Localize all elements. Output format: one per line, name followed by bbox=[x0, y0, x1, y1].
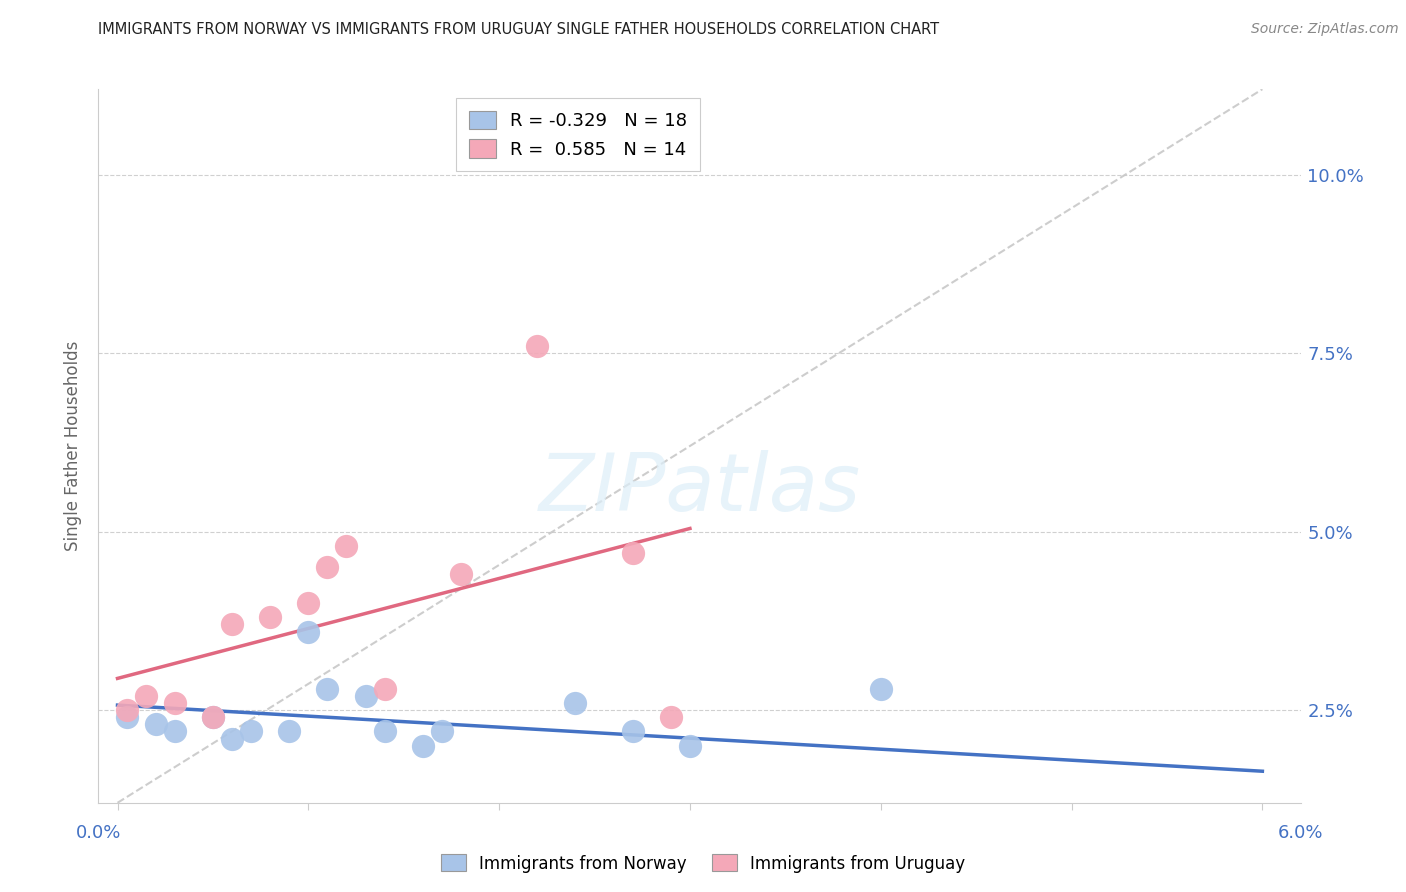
Point bbox=[450, 567, 472, 582]
Text: ZIPatlas: ZIPatlas bbox=[538, 450, 860, 528]
Point bbox=[145, 717, 167, 731]
Point bbox=[430, 724, 453, 739]
Y-axis label: Single Father Households: Single Father Households bbox=[65, 341, 83, 551]
Text: Source: ZipAtlas.com: Source: ZipAtlas.com bbox=[1251, 22, 1399, 37]
Point bbox=[297, 624, 319, 639]
Point bbox=[115, 703, 138, 717]
Point bbox=[526, 339, 548, 353]
Point bbox=[316, 560, 339, 574]
Point bbox=[201, 710, 224, 724]
Point bbox=[621, 546, 644, 560]
Point bbox=[354, 689, 377, 703]
Point bbox=[621, 724, 644, 739]
Text: 0.0%: 0.0% bbox=[76, 824, 121, 842]
Point bbox=[1118, 817, 1140, 831]
Point bbox=[335, 539, 357, 553]
Point bbox=[679, 739, 702, 753]
Point bbox=[278, 724, 301, 739]
Point bbox=[163, 696, 186, 710]
Point bbox=[221, 731, 243, 746]
Point bbox=[374, 724, 396, 739]
Point bbox=[240, 724, 263, 739]
Point bbox=[221, 617, 243, 632]
Point bbox=[259, 610, 281, 624]
Text: IMMIGRANTS FROM NORWAY VS IMMIGRANTS FROM URUGUAY SINGLE FATHER HOUSEHOLDS CORRE: IMMIGRANTS FROM NORWAY VS IMMIGRANTS FRO… bbox=[98, 22, 939, 37]
Point bbox=[412, 739, 434, 753]
Point bbox=[297, 596, 319, 610]
Point bbox=[374, 681, 396, 696]
Point bbox=[163, 724, 186, 739]
Point bbox=[659, 710, 682, 724]
Legend: Immigrants from Norway, Immigrants from Uruguay: Immigrants from Norway, Immigrants from … bbox=[434, 847, 972, 880]
Point bbox=[869, 681, 891, 696]
Point bbox=[201, 710, 224, 724]
Point bbox=[135, 689, 157, 703]
Point bbox=[115, 710, 138, 724]
Legend: R = -0.329   N = 18, R =  0.585   N = 14: R = -0.329 N = 18, R = 0.585 N = 14 bbox=[456, 98, 700, 171]
Text: 6.0%: 6.0% bbox=[1278, 824, 1323, 842]
Point bbox=[564, 696, 586, 710]
Point bbox=[316, 681, 339, 696]
